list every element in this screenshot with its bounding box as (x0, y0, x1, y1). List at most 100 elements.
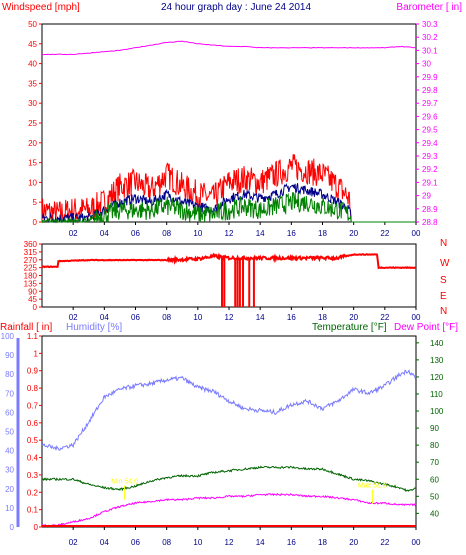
baro-tick-label: 28.8 (422, 218, 438, 227)
climate-x-label: 06 (131, 538, 140, 547)
barometer-series (41, 40, 416, 56)
wind-x-label: 02 (69, 229, 78, 238)
direction-tick-label: 135 (24, 279, 38, 288)
climate-x-label: 02 (69, 538, 78, 547)
rain-tick-label: 0.8 (27, 384, 39, 393)
wind-x-label: 10 (193, 229, 202, 238)
climate-x-label: 14 (256, 538, 265, 547)
direction-tick-label: 180 (24, 272, 38, 281)
rain-tick-label: 0.6 (27, 419, 39, 428)
compass-label-s: S (440, 275, 447, 286)
rain-tick-label: 0.3 (27, 471, 39, 480)
rain-tick-label: 0.1 (27, 506, 39, 515)
baro-tick-label: 29.2 (422, 165, 438, 174)
climate-x-label: 16 (287, 538, 296, 547)
direction-x-label: 12 (225, 313, 234, 322)
direction-tick-label: 225 (24, 264, 38, 273)
humidity-tick-label: 10 (5, 504, 14, 513)
rain-tick-label: 0 (34, 523, 39, 532)
humidity-tick-label: 20 (5, 485, 14, 494)
baro-tick-label: 29.3 (422, 152, 438, 161)
direction-x-label: 02 (69, 313, 78, 322)
direction-x-label: 08 (162, 313, 171, 322)
temp-tick-label: 80 (430, 441, 439, 450)
climate-x-label: 20 (349, 538, 358, 547)
climate-x-label: 12 (225, 538, 234, 547)
rain-tick-label: 0.9 (27, 367, 39, 376)
baro-tick-label: 29.1 (422, 178, 438, 187)
windspeed-title: Windspeed [mph] (2, 2, 80, 13)
direction-tick-label: 0 (33, 303, 38, 312)
baro-tick-label: 29.6 (422, 112, 438, 121)
humidity-tick-label: 0 (10, 523, 15, 532)
baro-tick-label: 30 (422, 60, 431, 69)
wind-x-label: 08 (162, 229, 171, 238)
compass-label-w: W (440, 258, 450, 269)
direction-x-label: 06 (131, 313, 140, 322)
wind-x-label: 00 (412, 229, 421, 238)
wind-x-label: 14 (256, 229, 265, 238)
humidity-tick-label: 90 (5, 351, 14, 360)
humidity-tick-label: 60 (5, 408, 14, 417)
climate-x-label: 08 (162, 538, 171, 547)
temperature-series (41, 465, 417, 493)
wind-speed-series (41, 191, 416, 224)
wind-tick-label: 35 (28, 79, 37, 88)
baro-tick-label: 30.1 (422, 46, 438, 55)
baro-tick-label: 29.4 (422, 139, 438, 148)
temp-tick-label: 110 (430, 390, 443, 399)
wind-x-label: 12 (225, 229, 234, 238)
annotation-label: Min 54.0 (111, 478, 138, 485)
wind-x-label: 20 (349, 229, 358, 238)
legend-temperature: Temperature [°F] (312, 322, 387, 333)
rain-tick-label: 0.5 (27, 436, 39, 445)
wind-x-label: 22 (380, 229, 389, 238)
climate-x-label: 18 (318, 538, 327, 547)
baro-tick-label: 28.9 (422, 205, 438, 214)
temp-tick-label: 50 (430, 492, 439, 501)
humidity-tick-label: 40 (5, 447, 14, 456)
wind-x-label: 18 (318, 229, 327, 238)
direction-x-label: 16 (287, 313, 296, 322)
humidity-tick-label: 50 (5, 428, 14, 437)
direction-x-label: 20 (349, 313, 358, 322)
direction-x-label: 10 (193, 313, 202, 322)
temp-tick-label: 60 (430, 475, 439, 484)
wind-tick-label: 40 (28, 60, 37, 69)
wind-tick-label: 25 (28, 119, 37, 128)
wind-panel: 0 5 10 15 20 25 30 35 40 45 50 28.8 28.9 29 29.1 29.2 29… (28, 20, 438, 238)
wind-tick-label: 45 (28, 40, 37, 49)
baro-tick-label: 29.5 (422, 126, 438, 135)
climate-x-label: 10 (193, 538, 202, 547)
wind-x-label: 04 (100, 229, 109, 238)
rain-tick-label: 0.2 (27, 488, 39, 497)
direction-tick-label: 45 (28, 295, 37, 304)
direction-x-label: 22 (380, 313, 389, 322)
barometer-title: Barometer [ in] (396, 2, 462, 13)
temp-tick-label: 140 (430, 339, 444, 348)
direction-tick-label: 315 (24, 248, 38, 257)
direction-x-label: 00 (412, 313, 421, 322)
temp-tick-label: 70 (430, 458, 439, 467)
climate-panel: 010203040506070809010000.10.20.30.40.50.… (1, 332, 444, 547)
temp-tick-label: 40 (430, 509, 439, 518)
direction-tick-label: 270 (24, 256, 38, 265)
rain-tick-label: 1.1 (27, 332, 39, 341)
direction-series (41, 252, 417, 270)
wind-x-label: 06 (131, 229, 140, 238)
annotation-label: Max 51.5 (358, 483, 387, 490)
wind-tick-label: 10 (28, 178, 37, 187)
baro-tick-label: 30.2 (422, 33, 438, 42)
humidity-tick-label: 100 (1, 332, 15, 341)
compass-label-n: N (440, 306, 447, 317)
humidity-series (41, 369, 417, 451)
compass-label-e: E (440, 291, 447, 302)
rain-tick-label: 0.4 (27, 454, 39, 463)
dewpoint-series (41, 492, 417, 527)
temp-tick-label: 100 (430, 407, 444, 416)
direction-x-label: 04 (100, 313, 109, 322)
compass-label-n: N (440, 238, 447, 249)
